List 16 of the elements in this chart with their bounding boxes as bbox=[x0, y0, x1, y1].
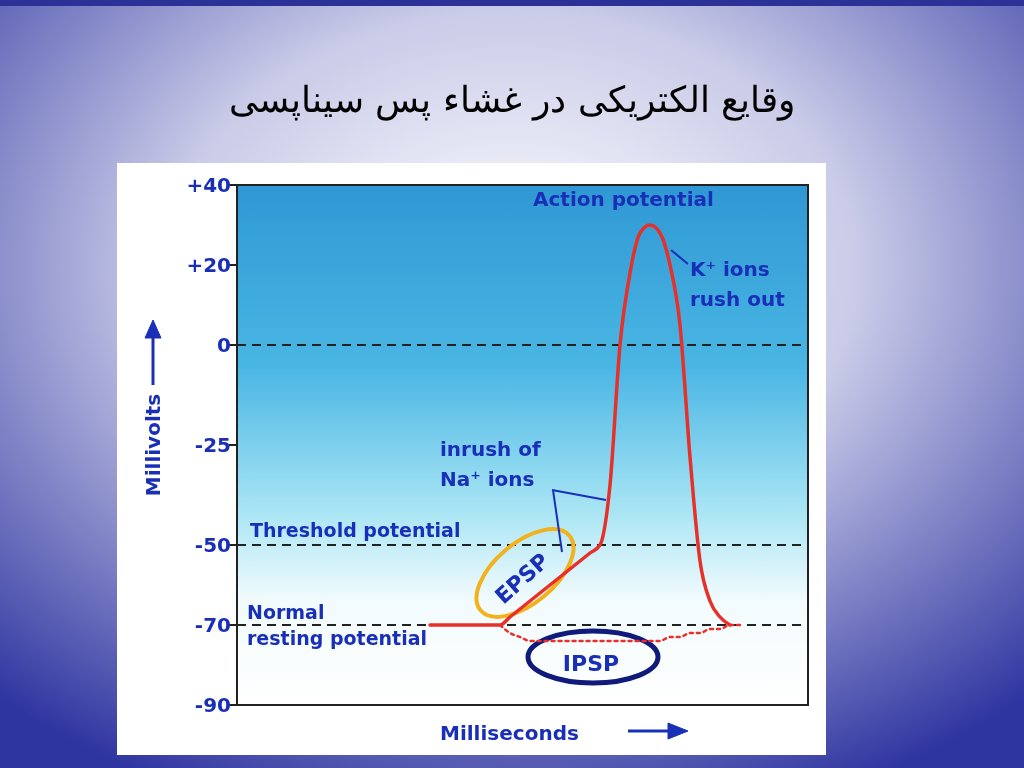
ref-line-label: Threshold potential bbox=[250, 519, 461, 541]
ref-line-label: Normal resting potential bbox=[247, 601, 427, 649]
y-tick-label: -50 bbox=[194, 533, 231, 557]
y-tick-label: -70 bbox=[194, 613, 231, 637]
x-axis-title: Milliseconds bbox=[440, 721, 579, 745]
annotation: Action potential bbox=[533, 187, 714, 211]
chart-title: وقایع الکتریکی در غشاء پس سیناپسی bbox=[228, 79, 796, 121]
y-axis-title: Millivolts bbox=[141, 393, 165, 497]
y-tick-label: -90 bbox=[194, 693, 231, 717]
y-tick-label: +40 bbox=[186, 173, 231, 197]
y-tick-label: 0 bbox=[217, 333, 231, 357]
y-tick-label: -25 bbox=[194, 433, 231, 457]
annotation: inrush of Na⁺ ions bbox=[440, 437, 542, 491]
y-tick-label: +20 bbox=[186, 253, 231, 277]
annotation: IPSP bbox=[562, 651, 620, 676]
annotation: K⁺ ions rush out bbox=[690, 257, 786, 311]
